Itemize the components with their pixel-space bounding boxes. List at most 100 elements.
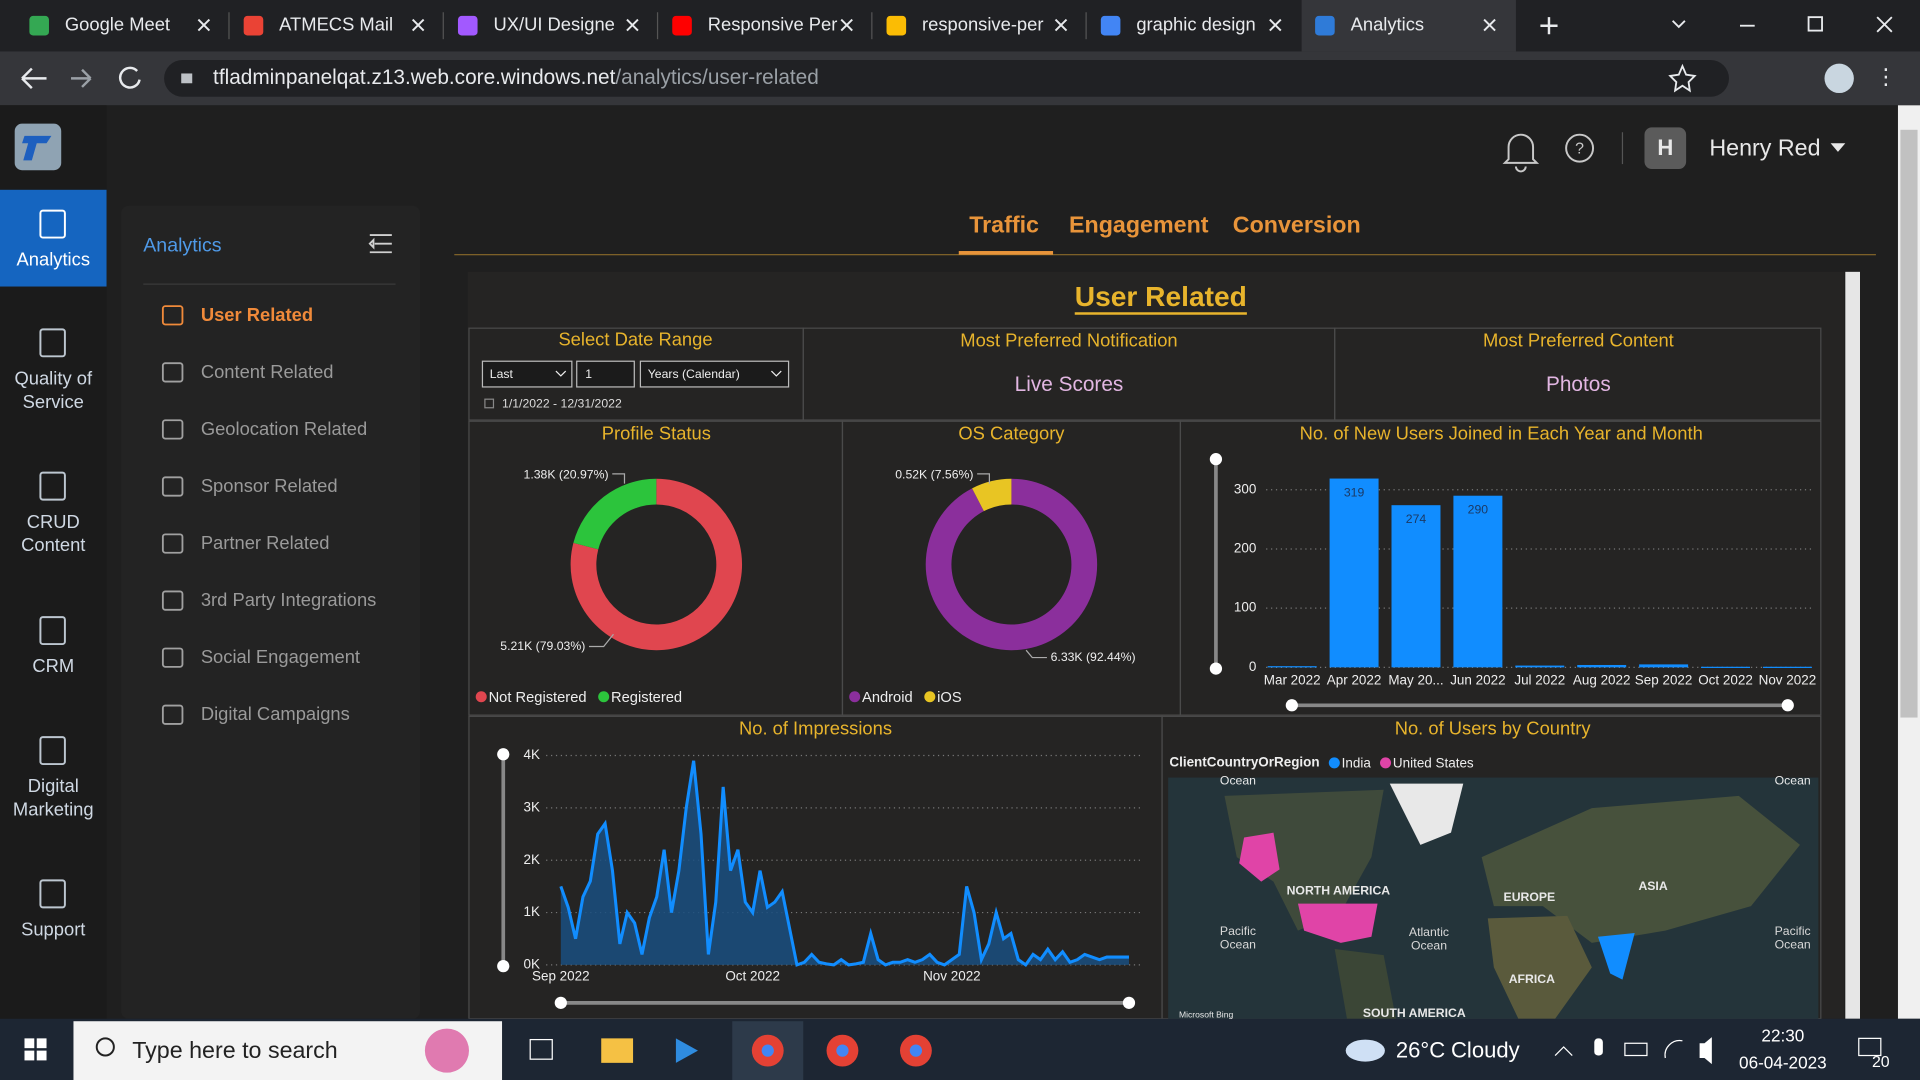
bell-icon[interactable] <box>1502 133 1540 173</box>
user-dropdown[interactable] <box>1830 143 1846 152</box>
tab-title[interactable]: Analytics <box>1351 14 1424 35</box>
donut-slice <box>573 478 657 550</box>
tab-search[interactable] <box>1672 20 1686 29</box>
help-icon[interactable] <box>1565 133 1595 163</box>
rail-item[interactable]: Support <box>0 918 107 972</box>
legend-dot <box>475 691 487 703</box>
rail-item[interactable]: Analytics <box>0 249 107 303</box>
x-tick-label: Sep 2022 <box>1635 672 1693 687</box>
close-window[interactable] <box>1876 16 1893 33</box>
tab-close[interactable] <box>840 18 853 32</box>
tab-title[interactable]: UX/UI Designe <box>493 14 614 35</box>
menu-item[interactable]: Geolocation Related <box>201 418 367 439</box>
bar[interactable] <box>1329 478 1379 668</box>
tab-title[interactable]: responsive-per <box>922 14 1043 35</box>
rail-item[interactable]: Digital Marketing <box>0 775 107 829</box>
report-tab[interactable]: Conversion <box>1233 212 1361 238</box>
menu-dots[interactable]: ⋮ <box>1875 64 1897 89</box>
menu-item[interactable]: Content Related <box>201 361 334 382</box>
menu-item[interactable]: Sponsor Related <box>201 475 338 496</box>
tab-title[interactable]: ATMECS Mail <box>279 14 393 35</box>
card-value: Live Scores <box>1015 373 1124 396</box>
tab-close[interactable] <box>1269 18 1282 32</box>
bar[interactable] <box>1639 664 1689 668</box>
unit-select[interactable] <box>639 360 790 388</box>
menu-item[interactable]: User Related <box>201 304 313 325</box>
search-icon <box>95 1037 115 1057</box>
reload-button[interactable] <box>119 66 141 89</box>
bar[interactable] <box>1577 664 1627 668</box>
url-host: tfladminpanelqat.z13.web.core.windows.ne… <box>213 66 616 89</box>
chart-title: No. of Impressions <box>739 718 892 739</box>
report-tab[interactable]: Engagement <box>1069 212 1209 238</box>
active-tab[interactable] <box>1301 0 1516 52</box>
bar[interactable] <box>1515 665 1565 668</box>
slider-handle[interactable] <box>554 996 567 1009</box>
tab-title[interactable]: Google Meet <box>65 14 170 35</box>
new-tab[interactable] <box>1540 17 1558 35</box>
menu-item[interactable]: Partner Related <box>201 532 330 553</box>
rail-item[interactable]: CRUD Content <box>0 511 107 565</box>
bookmark-star[interactable] <box>1668 63 1697 93</box>
count-input[interactable] <box>576 360 635 388</box>
user-name[interactable]: Henry Red <box>1709 135 1820 161</box>
menu-item[interactable]: Social Engagement <box>201 646 360 667</box>
notification-icon[interactable] <box>1858 1037 1882 1057</box>
x-tick-label: Oct 2022 <box>725 969 780 984</box>
legend-dot <box>924 691 936 703</box>
bar[interactable] <box>1267 666 1317 668</box>
slider-handle[interactable] <box>1285 699 1298 712</box>
tab-strip <box>0 0 1920 52</box>
tab-close[interactable] <box>411 18 425 32</box>
data-label: 290 <box>1468 503 1489 517</box>
page-scroll-thumb[interactable] <box>1900 129 1918 718</box>
slider-handle[interactable] <box>497 748 510 761</box>
bar[interactable] <box>1453 495 1503 668</box>
report-scrollbar[interactable] <box>1845 271 1860 1019</box>
menu-item[interactable]: Digital Campaigns <box>201 703 350 724</box>
slider-handle[interactable] <box>1209 453 1223 466</box>
bar[interactable] <box>1762 666 1812 668</box>
x-tick-label: Jun 2022 <box>1450 672 1505 687</box>
collapse-menu[interactable] <box>368 234 392 254</box>
donut-slice <box>925 478 1098 651</box>
tab-close[interactable] <box>197 18 211 32</box>
slider-handle[interactable] <box>1122 996 1136 1009</box>
restore[interactable] <box>1807 16 1823 32</box>
side-menu <box>121 205 420 1019</box>
card-title: Most Preferred Notification <box>960 329 1177 350</box>
address-bar[interactable] <box>164 60 1729 97</box>
tab-title[interactable]: Responsive Per <box>708 14 838 35</box>
menu-icon <box>161 476 184 497</box>
y-tick-label: 200 <box>1234 541 1256 556</box>
tray-expand[interactable] <box>1554 1046 1573 1056</box>
legend-label: United States <box>1393 756 1474 771</box>
bar[interactable] <box>1391 505 1441 668</box>
rail-item[interactable]: Quality of Service <box>0 367 107 421</box>
profile-avatar[interactable] <box>1824 63 1854 94</box>
slider-handle[interactable] <box>497 960 510 973</box>
taskbar-apps[interactable] <box>529 1021 932 1080</box>
forward-button[interactable] <box>71 68 92 88</box>
x-tick-label: Sep 2022 <box>532 969 590 984</box>
tab-underline <box>958 251 1054 255</box>
legend-label: Not Registered <box>489 690 587 706</box>
report-tab[interactable]: Traffic <box>969 212 1039 238</box>
tab-favicon <box>29 15 49 36</box>
back-button[interactable] <box>21 67 47 90</box>
slider-handle[interactable] <box>1209 662 1223 675</box>
tab-title[interactable]: graphic design <box>1136 14 1255 35</box>
user-avatar[interactable] <box>1644 127 1687 169</box>
period-select[interactable] <box>481 360 573 388</box>
tab-close[interactable] <box>1054 18 1068 32</box>
tab-favicon <box>1100 15 1121 36</box>
start-button[interactable] <box>24 1038 47 1061</box>
tab-close[interactable] <box>1483 18 1496 32</box>
tab-close[interactable] <box>626 18 639 32</box>
data-label: 6.33K (92.44%) <box>1051 650 1136 664</box>
slider-handle[interactable] <box>1781 699 1794 712</box>
rail-item[interactable]: CRM <box>0 655 107 709</box>
rail-icon <box>39 471 66 501</box>
bar[interactable] <box>1701 666 1750 668</box>
menu-item[interactable]: 3rd Party Integrations <box>201 589 377 610</box>
